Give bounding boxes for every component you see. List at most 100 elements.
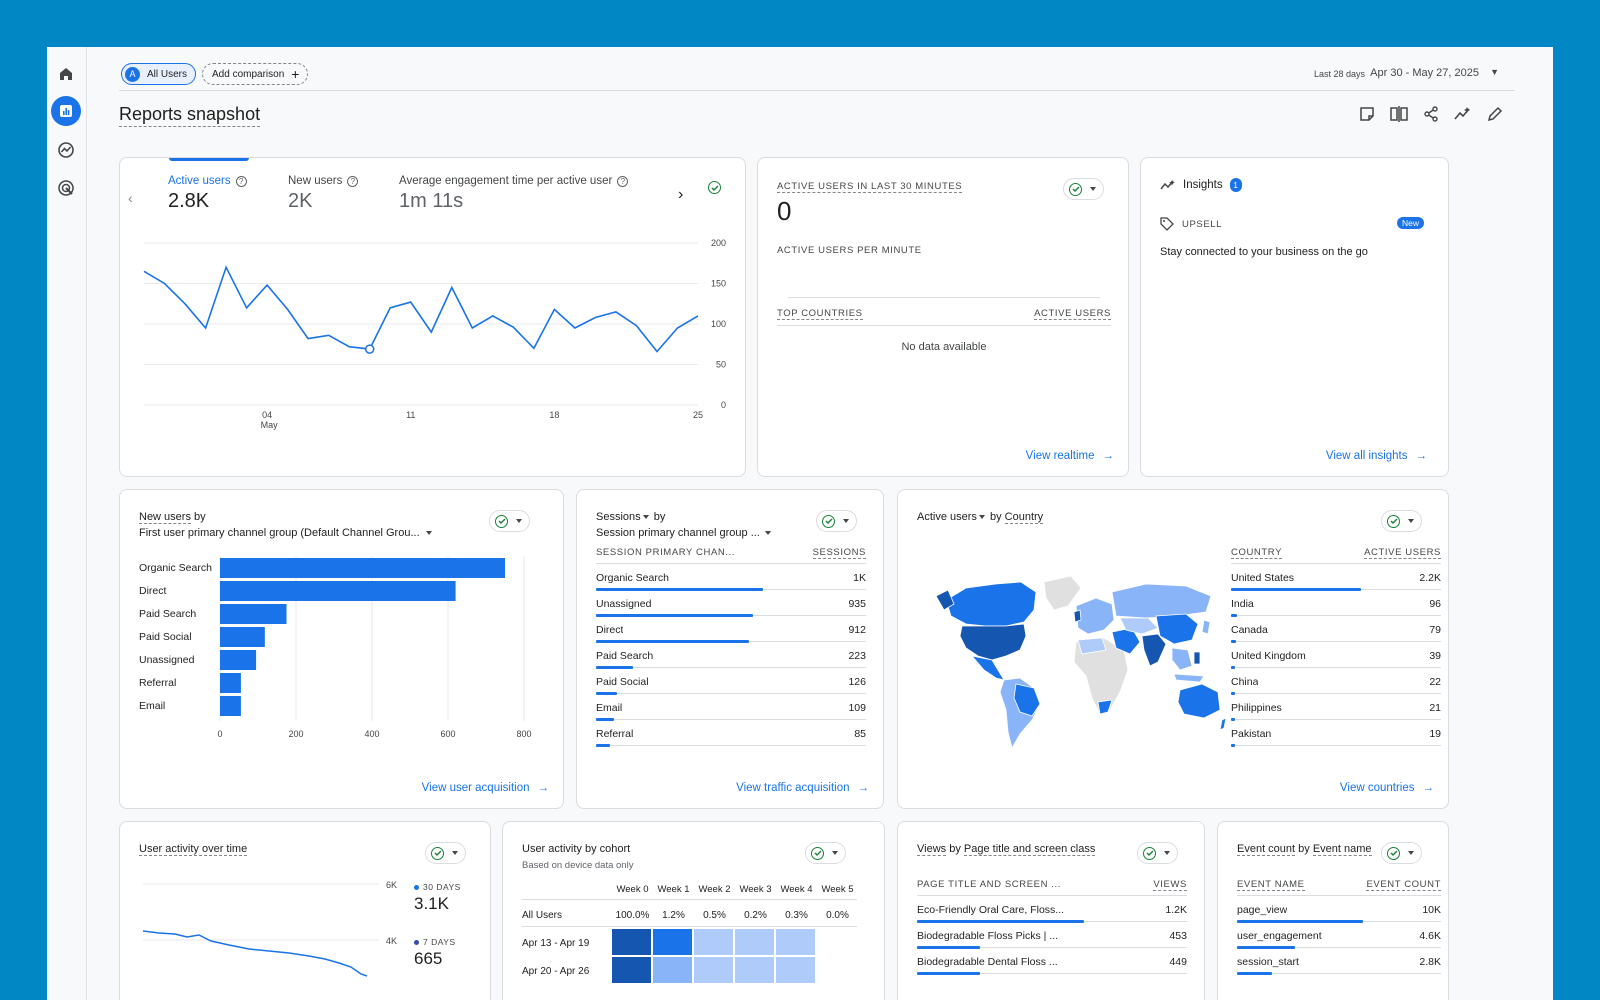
insight-tag: UPSELL [1160,217,1222,231]
table-row[interactable]: United Kingdom 39 [1231,643,1441,669]
dimension-selector[interactable]: Session primary channel group ... [596,527,771,539]
bar[interactable] [220,558,505,578]
cohort-cell[interactable] [735,929,774,955]
cohort-cell[interactable] [612,957,651,983]
dimension-name[interactable]: Event name [1312,843,1372,856]
customize-card-button[interactable] [1381,510,1422,532]
table-row[interactable]: Referral 85 [596,721,866,747]
col-header: EVENT COUNT [1366,879,1441,891]
cohort-cell[interactable] [694,957,733,983]
table-row[interactable]: India 96 [1231,591,1441,617]
customize-card-button[interactable] [816,510,857,532]
series-30-days-line [142,930,368,977]
cohort-cell[interactable] [612,929,651,955]
cohort-cell[interactable] [776,929,815,955]
world-map[interactable] [936,570,1226,750]
customize-card-button[interactable] [1063,178,1104,200]
bar[interactable] [220,696,241,716]
table-row[interactable]: session_start 2.8K [1237,949,1441,975]
dimension-name[interactable]: Page title and screen class [963,843,1096,856]
table-row[interactable]: China 22 [1231,669,1441,695]
insights-icon[interactable] [1453,104,1473,124]
row-proportion-bar [596,614,753,617]
cohort-cell[interactable] [653,929,692,955]
cohort-row-divider [522,926,857,927]
explore-icon[interactable] [51,135,81,165]
add-comparison-button[interactable]: Add comparison + [202,63,309,85]
customize-card-button[interactable] [489,510,530,532]
metric-tab-engagement-time[interactable]: Average engagement time per active user?… [399,175,629,213]
cohort-cell[interactable] [735,957,774,983]
map-region-greenland [1043,575,1082,611]
view-user-acquisition-link[interactable]: View user acquisition → [422,782,549,794]
bar[interactable] [220,627,265,647]
prev-metric-icon[interactable]: ‹ [128,190,133,206]
customize-card-button[interactable] [425,842,466,864]
metric-name[interactable]: Event count [1237,843,1296,856]
chevron-down-icon[interactable]: ▼ [1490,67,1499,77]
view-traffic-acquisition-link[interactable]: View traffic acquisition → [736,782,869,794]
metric-tab-new-users[interactable]: New users? 2K [288,175,359,213]
metric-tab-active-users[interactable]: Active users? 2.8K [168,175,247,213]
table-row[interactable]: Direct 912 [596,617,866,643]
dimension-name[interactable]: Country [1004,511,1044,524]
row-proportion-bar [1231,640,1236,643]
bar[interactable] [220,581,456,601]
bar[interactable] [220,604,287,624]
table-row[interactable]: Biodegradable Floss Picks | ... 453 [917,923,1187,949]
all-users-segment-chip[interactable]: A All Users [121,63,197,85]
customize-card-button[interactable] [805,842,846,864]
row-value: 109 [848,702,866,714]
cohort-cell[interactable] [776,957,815,983]
table-row[interactable]: Email 109 [596,695,866,721]
bar[interactable] [220,673,241,693]
metric-name[interactable]: New users [139,511,191,524]
insight-text[interactable]: Stay connected to your business on the g… [1160,246,1368,258]
share-icon[interactable] [1421,104,1441,124]
table-row[interactable]: United States 2.2K [1231,565,1441,591]
table-row[interactable]: Biodegradable Dental Floss ... 449 [917,949,1187,975]
compare-icon[interactable] [1389,104,1409,124]
table-row[interactable]: Pakistan 19 [1231,721,1441,747]
reports-icon[interactable] [51,96,81,126]
customize-card-button[interactable] [1381,842,1422,864]
metric-name[interactable]: Views [917,843,947,856]
metric-name[interactable]: Sessions [596,511,641,523]
table-row[interactable]: Philippines 21 [1231,695,1441,721]
cohort-cell[interactable] [694,929,733,955]
legend-30-days: 30 DAYS 3.1K [414,882,461,914]
y-tick-label: 200 [711,238,726,248]
date-range-picker[interactable]: Apr 30 - May 27, 2025 [1370,67,1479,79]
row-label: United Kingdom [1231,650,1306,662]
view-realtime-link[interactable]: View realtime → [1026,450,1114,462]
cohort-cell[interactable] [653,957,692,983]
customize-card-button[interactable] [1137,842,1178,864]
table-row[interactable]: Paid Search 223 [596,643,866,669]
map-region-uk [1073,609,1082,623]
help-icon: ? [347,175,359,187]
table-row[interactable]: Organic Search 1K [596,565,866,591]
next-metric-icon[interactable]: › [678,186,684,203]
map-region-south-africa [1097,699,1113,715]
row-value: 4.6K [1419,930,1441,942]
col-header: ACTIVE USERS [1364,547,1441,559]
note-icon[interactable] [1357,104,1377,124]
table-row[interactable]: Paid Social 126 [596,669,866,695]
edit-icon[interactable] [1485,104,1505,124]
table-row[interactable]: Eco-Friendly Oral Care, Floss... 1.2K [917,897,1187,923]
advertising-icon[interactable] [51,173,81,203]
dimension-selector[interactable]: First user primary channel group (Defaul… [139,527,432,539]
x-tick-label: 11 [406,410,415,420]
view-all-insights-link[interactable]: View all insights → [1326,450,1427,462]
legend-value: 3.1K [414,894,449,913]
tag-icon [1160,217,1174,231]
table-row[interactable]: Unassigned 935 [596,591,866,617]
table-row[interactable]: user_engagement 4.6K [1237,923,1441,949]
bar[interactable] [220,650,257,670]
view-countries-link[interactable]: View countries → [1340,782,1434,794]
home-icon[interactable] [51,59,81,89]
table-row[interactable]: page_view 10K [1237,897,1441,923]
event-count-card: Event count by Event name EVENT NAME EVE… [1217,821,1449,1000]
metric-name[interactable]: Active users [917,511,977,523]
table-row[interactable]: Canada 79 [1231,617,1441,643]
